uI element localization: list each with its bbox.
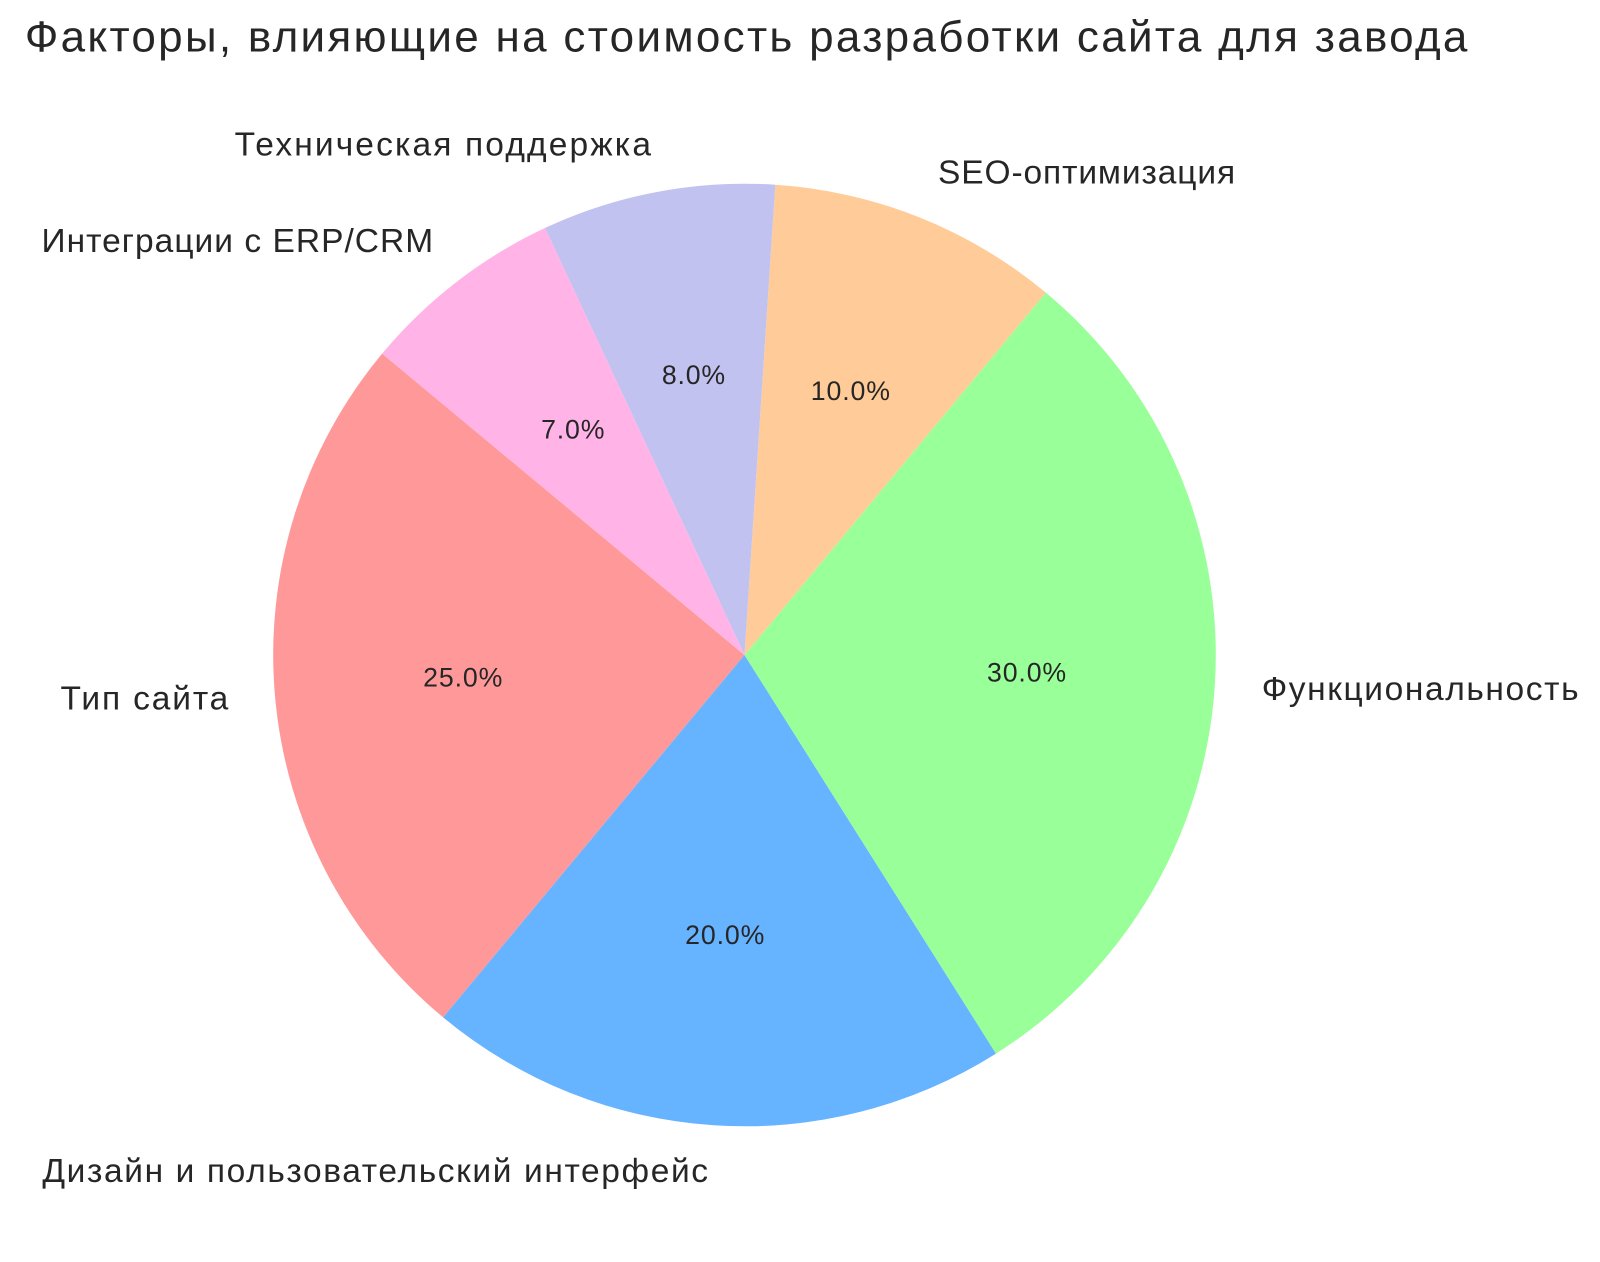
- svg-text:Дизайн и пользовательский инте: Дизайн и пользовательский интерфейс: [42, 1153, 709, 1190]
- svg-text:Интеграции с ERP/CRM: Интеграции с ERP/CRM: [41, 223, 434, 260]
- svg-text:7.0%: 7.0%: [541, 414, 605, 444]
- svg-text:30.0%: 30.0%: [987, 658, 1067, 688]
- svg-text:25.0%: 25.0%: [423, 663, 503, 693]
- svg-text:20.0%: 20.0%: [685, 920, 765, 950]
- svg-text:SEO-оптимизация: SEO-оптимизация: [938, 154, 1236, 191]
- svg-text:Техническая поддержка: Техническая поддержка: [235, 126, 654, 163]
- svg-text:Функциональность: Функциональность: [1262, 671, 1580, 708]
- svg-text:Факторы, влияющие на стоимость: Факторы, влияющие на стоимость разработк…: [25, 13, 1470, 62]
- svg-text:Тип сайта: Тип сайта: [61, 681, 231, 718]
- svg-text:8.0%: 8.0%: [662, 360, 726, 390]
- svg-text:10.0%: 10.0%: [811, 376, 891, 406]
